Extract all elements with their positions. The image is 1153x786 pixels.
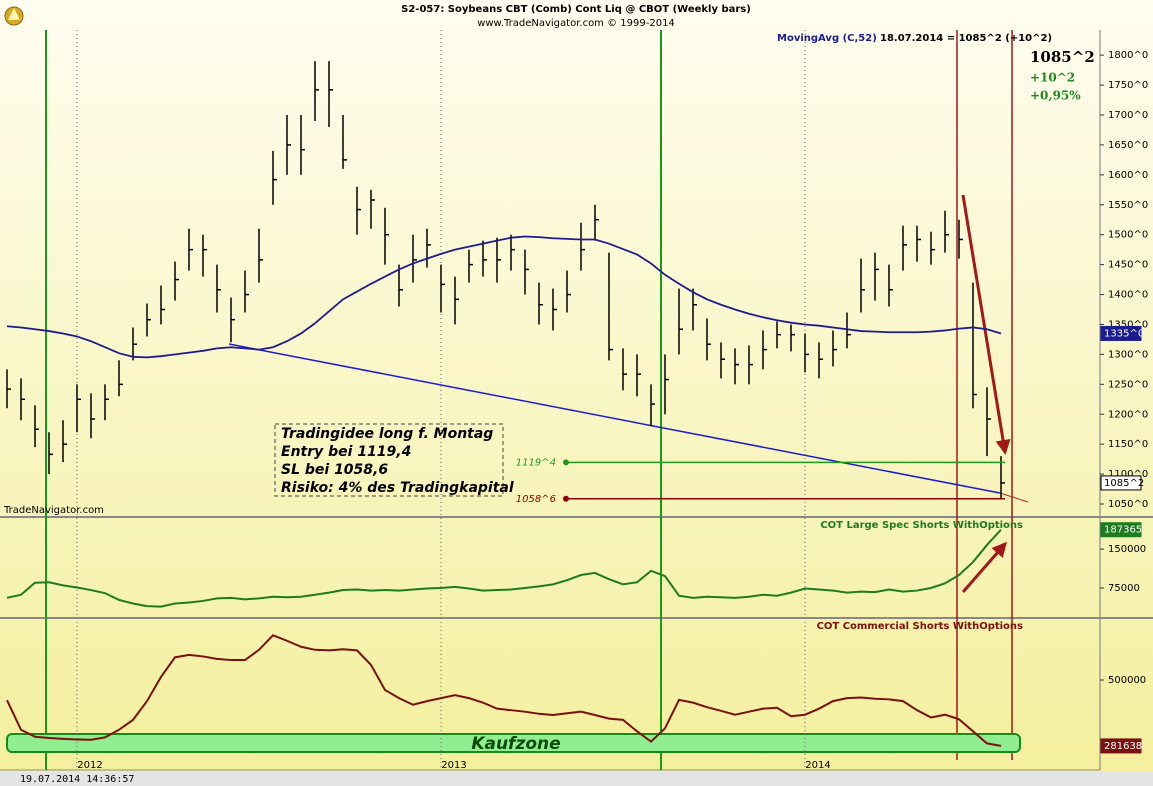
y-tick-label: 1250^0 [1108,379,1148,390]
note-line: Risiko: 4% des Tradingkapital [281,480,514,496]
status-strip [0,772,1153,786]
moving-average [6,235,1002,359]
quote-change: +10^2 [1030,71,1075,85]
y-tick-label: 1500^0 [1108,230,1148,241]
last-value-box [1100,522,1142,538]
chart-subtitle: www.TradeNavigator.com © 1999-2014 [477,18,675,29]
legend-entry: COT Large Spec Shorts WithOptions [820,520,1023,531]
y-tick-label: 1650^0 [1108,140,1148,151]
buy-zone-label: Kaufzone [471,734,560,754]
buy-zone [6,733,1021,753]
status-text: 18.07.2014 = 1085^2 (+10^2) [880,33,1052,44]
level-label: 1119^4 [516,457,556,468]
timestamp: 19.07.2014 14:36:57 [20,774,134,785]
x-tick-label: 2014 [805,760,830,771]
y-tick-label: 1400^0 [1108,290,1148,301]
trend-line [999,492,1029,503]
y-tick-label: 1700^0 [1108,110,1148,121]
last-value-label: 187365 [1104,525,1142,536]
arrow [961,541,1007,593]
last-value-box [1100,325,1142,341]
y-tick-label: 1100^0 [1108,469,1148,480]
quote-percent: +0,95% [1030,89,1081,103]
trend-line [228,343,1001,494]
note-line: Tradingidee long f. Montag [281,426,493,442]
series-line [6,529,1002,608]
level-dot [563,459,569,466]
legend-entry: COT Commercial Shorts WithOptions [817,621,1023,632]
y-tick-label: 75000 [1108,583,1140,594]
arrow [961,194,1011,455]
last-value-box [1100,738,1142,754]
source: TradeNavigator.com [3,505,104,516]
last-value-label: 281638 [1104,741,1142,752]
y-tick-label: 1600^0 [1108,170,1148,181]
x-tick-label: 2012 [77,760,102,771]
y-tick-label: 1150^0 [1108,439,1148,450]
y-tick-label: 1200^0 [1108,409,1148,420]
y-tick-label: 1300^0 [1108,349,1148,360]
logo [4,6,24,26]
note-box [274,423,504,497]
level-dot [563,495,569,502]
y-tick-label: 1050^0 [1108,499,1148,510]
note-line: Entry bei 1119,4 [281,444,411,460]
chart-title: S2-057: Soybeans CBT (Comb) Cont Liq @ C… [401,4,751,15]
x-tick-label: 2013 [441,760,466,771]
y-tick-label: 150000 [1108,544,1146,555]
legend-entry: MovingAvg (C,52) [777,33,877,44]
y-tick-label: 1450^0 [1108,260,1148,271]
last-value-box [1100,475,1142,491]
level-label: 1058^6 [516,494,556,505]
y-tick-label: 1550^0 [1108,200,1148,211]
quote-last: 1085^2 [1030,48,1095,66]
last-value-label: 1335^0 [1104,328,1144,339]
last-value-label: 1085^2 [1104,478,1144,489]
y-tick-label: 1750^0 [1108,80,1148,91]
note-line: SL bei 1058,6 [281,462,388,478]
y-tick-label: 500000 [1108,675,1146,686]
y-tick-label: 1800^0 [1108,50,1148,61]
series-line [6,634,1002,747]
y-tick-label: 1350^0 [1108,319,1148,330]
marker-lines [45,30,1013,770]
